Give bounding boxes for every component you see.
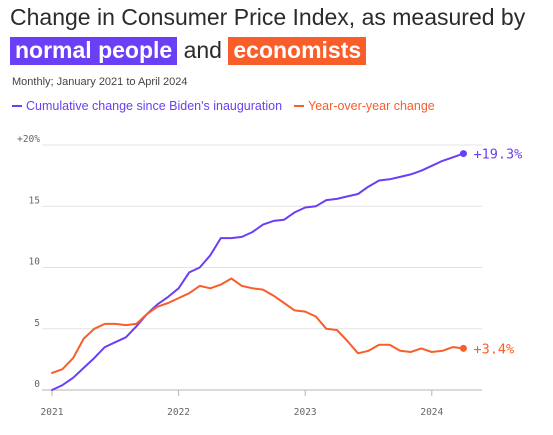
- legend-label-yoy: Year-over-year change: [308, 99, 435, 113]
- legend-swatch-yoy: [294, 105, 305, 107]
- y-tick-label-20: +20%: [17, 134, 40, 145]
- y-tick-label-5: 5: [34, 318, 40, 329]
- x-tick-label-2023: 2023: [294, 407, 317, 418]
- chart-title-prefix: Change in Consumer Price Index, as measu…: [10, 4, 526, 30]
- chart-title-line1: Change in Consumer Price Index, as measu…: [10, 4, 525, 31]
- chart-title-line2: normal people and economists: [10, 37, 367, 65]
- y-tick-label-15: 15: [29, 195, 40, 206]
- legend-item-cumulative: Cumulative change since Biden's inaugura…: [12, 99, 282, 113]
- series-lines: [51, 152, 465, 391]
- title-highlight-normal-people: normal people: [10, 37, 178, 65]
- end-label-cumulative: +19.3%: [473, 147, 522, 163]
- x-tick-label-2022: 2022: [167, 407, 190, 418]
- end-point-cumulative: [459, 150, 467, 158]
- end-labels: +19.3% +3.4%: [459, 147, 522, 357]
- legend-item-yoy: Year-over-year change: [294, 99, 435, 113]
- end-point-yoy: [459, 344, 467, 352]
- legend-swatch-cumulative: [12, 105, 22, 107]
- x-tick-label-2024: 2024: [420, 407, 443, 418]
- y-axis-tick-labels: 0 5 10 15 +20%: [17, 134, 40, 390]
- legend-label-cumulative: Cumulative change since Biden's inaugura…: [26, 99, 283, 113]
- title-highlight-economists: economists: [228, 37, 367, 65]
- y-tick-label-0: 0: [34, 379, 40, 390]
- x-axis: 2021 2022 2023 2024: [41, 390, 444, 418]
- chart-legend: Cumulative change since Biden's inaugura…: [12, 99, 435, 113]
- grid-lines: [42, 144, 482, 391]
- x-tick-label-2021: 2021: [41, 407, 64, 418]
- series-line-yoy: [51, 277, 465, 374]
- chart-subtitle: Monthly; January 2021 to April 2024: [12, 76, 188, 88]
- end-label-yoy: +3.4%: [473, 341, 514, 357]
- series-line-cumulative: [51, 152, 465, 391]
- y-tick-label-10: 10: [29, 257, 41, 268]
- title-connector: and: [183, 37, 222, 63]
